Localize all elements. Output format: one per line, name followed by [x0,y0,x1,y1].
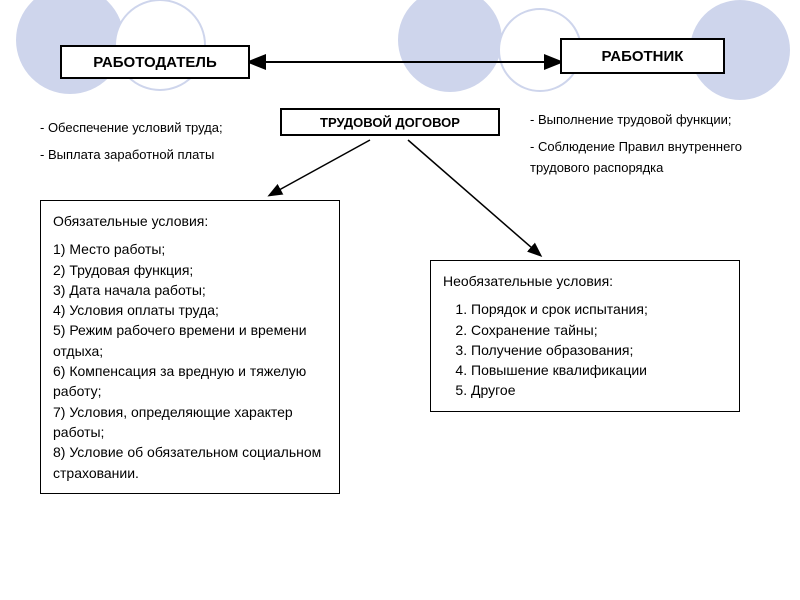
employer-duty-item: - Обеспечение условий труда; [40,118,223,139]
employer-duties: - Обеспечение условий труда; - Выплата за… [40,118,223,172]
optional-title: Необязательные условия: [443,271,727,291]
mandatory-conditions-box: Обязательные условия: 1) Место работы;2)… [40,200,340,494]
contract-box: ТРУДОВОЙ ДОГОВОР [280,108,500,136]
employer-label: РАБОТОДАТЕЛЬ [93,54,216,71]
employee-label: РАБОТНИК [602,48,684,65]
mandatory-item: 1) Место работы; [53,239,327,259]
mandatory-items: 1) Место работы;2) Трудовая функция;3) Д… [53,239,327,483]
optional-item: Сохранение тайны; [471,320,727,340]
employee-duty-item: - Соблюдение Правил внутреннего трудовог… [530,137,780,179]
optional-item: Повышение квалификации [471,360,727,380]
mandatory-item: 7) Условия, определяющие характер работы… [53,402,327,443]
contract-label: ТРУДОВОЙ ДОГОВОР [320,115,460,130]
optional-item: Другое [471,380,727,400]
mandatory-item: 6) Компенсация за вредную и тяжелую рабо… [53,361,327,402]
mandatory-item: 3) Дата начала работы; [53,280,327,300]
employer-duty-item: - Выплата заработной платы [40,145,223,166]
optional-conditions-box: Необязательные условия: Порядок и срок и… [430,260,740,412]
optional-items: Порядок и срок испытания;Сохранение тайн… [443,299,727,400]
mandatory-item: 2) Трудовая функция; [53,260,327,280]
optional-item: Порядок и срок испытания; [471,299,727,319]
employee-duty-item: - Выполнение трудовой функции; [530,110,780,131]
mandatory-title: Обязательные условия: [53,211,327,231]
employer-box: РАБОТОДАТЕЛЬ [60,45,250,79]
contract-to-mandatory-arrow [270,140,370,195]
mandatory-item: 5) Режим рабочего времени и времени отды… [53,320,327,361]
contract-to-optional-arrow [408,140,540,255]
mandatory-item: 4) Условия оплаты труда; [53,300,327,320]
employee-duties: - Выполнение трудовой функции; - Соблюден… [530,110,780,184]
mandatory-item: 8) Условие об обязательном социальном ст… [53,442,327,483]
bg-circle [398,0,502,92]
employee-box: РАБОТНИК [560,38,725,74]
optional-item: Получение образования; [471,340,727,360]
